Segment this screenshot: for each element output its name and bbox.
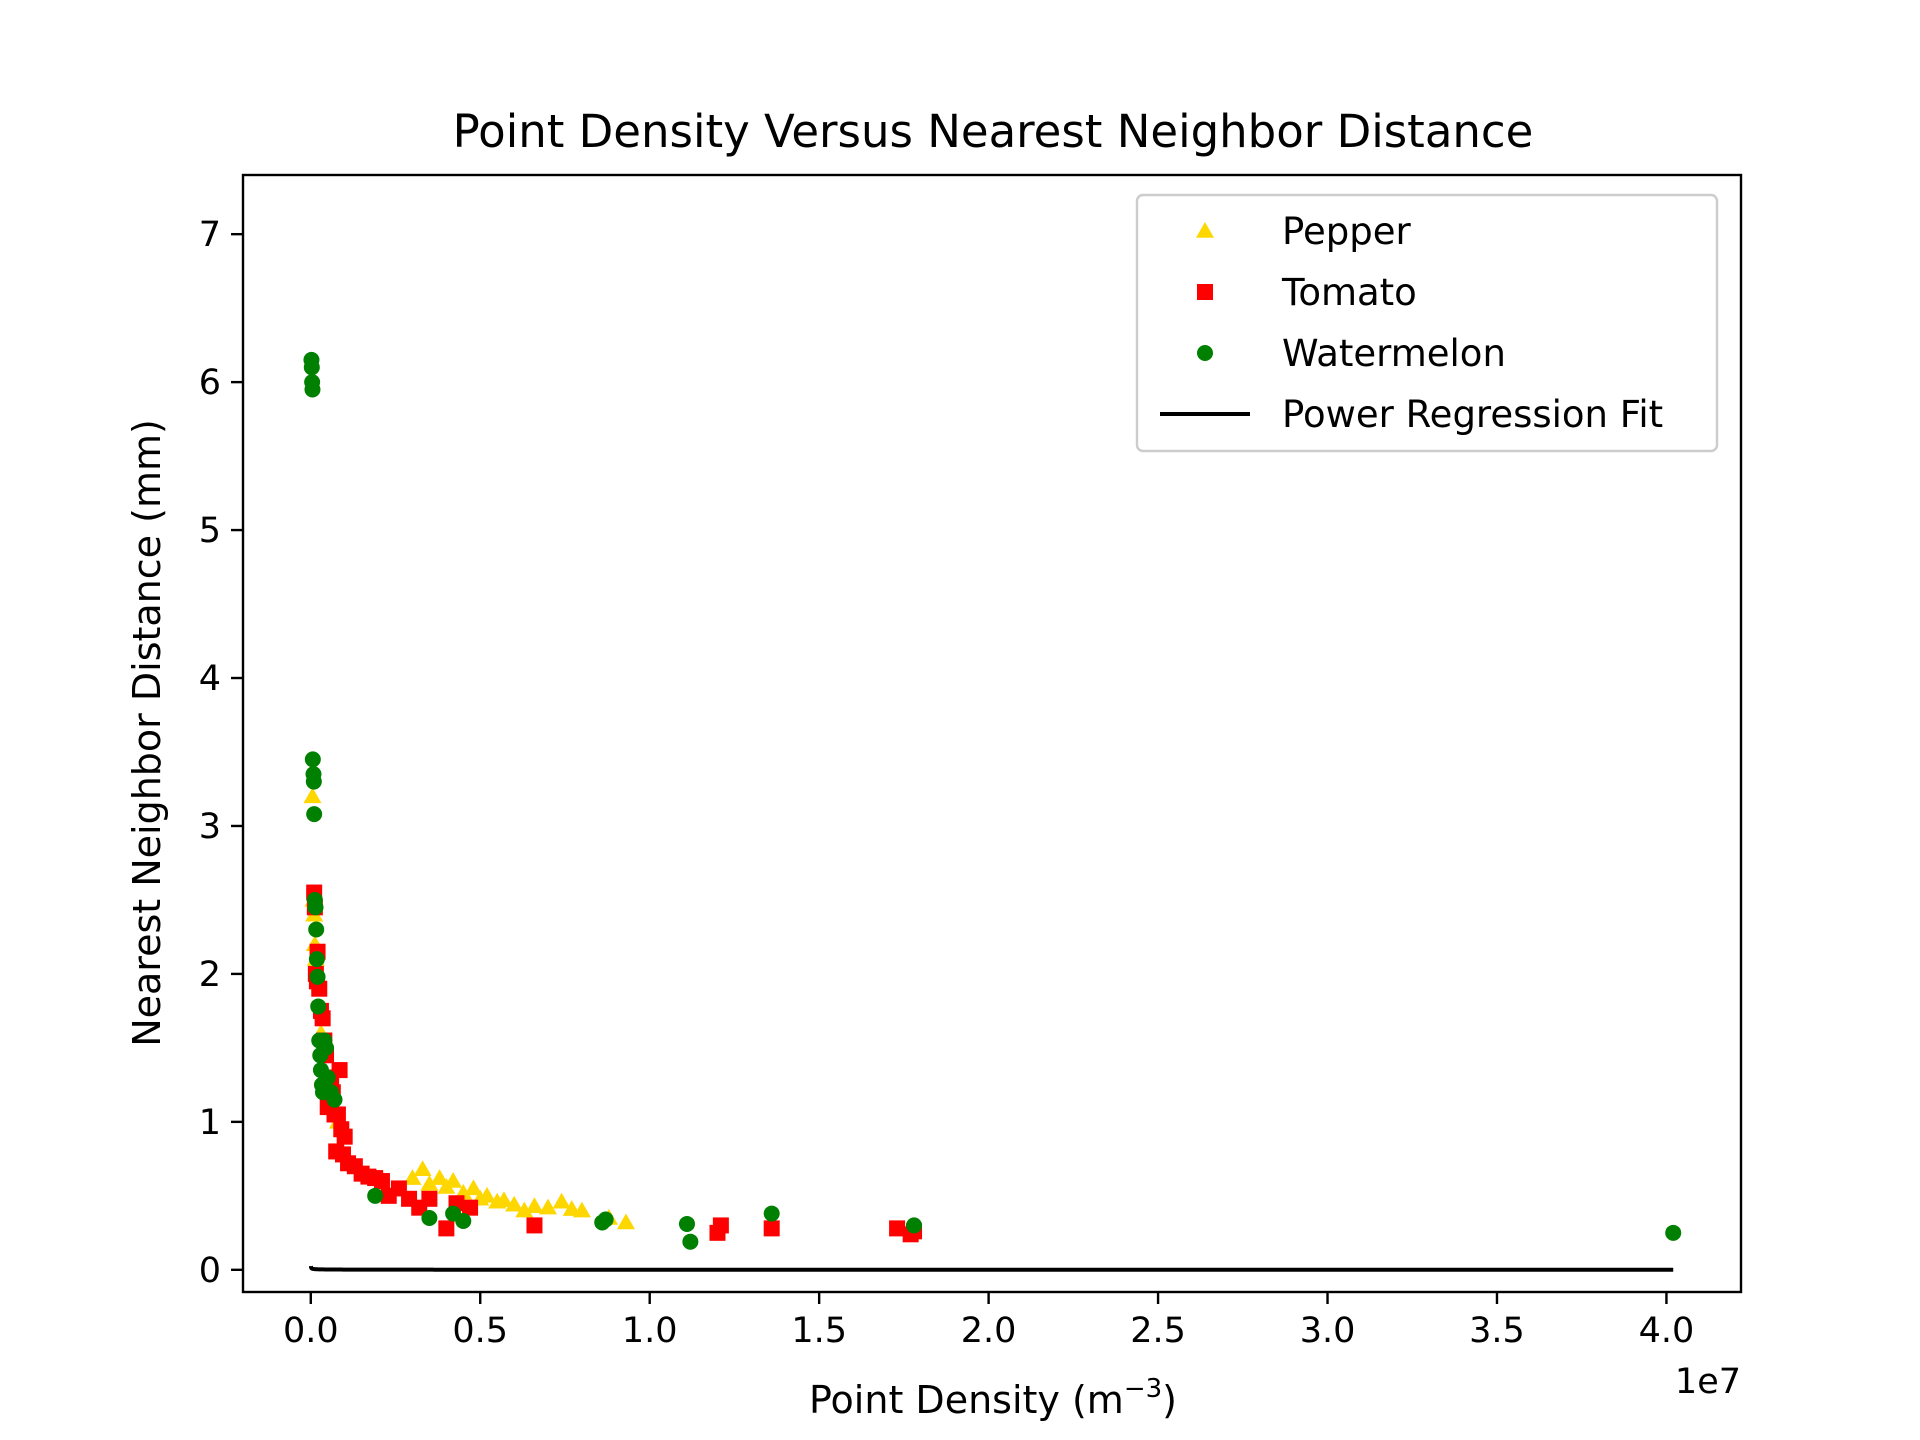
tomato-point	[373, 1173, 390, 1190]
watermelon-point	[682, 1233, 699, 1250]
watermelon-point	[1665, 1224, 1682, 1241]
y-tick-label: 5	[199, 511, 221, 551]
watermelon-point	[305, 773, 322, 790]
pepper-point	[413, 1160, 432, 1176]
pepper-point	[515, 1201, 534, 1218]
watermelon-point	[906, 1217, 923, 1234]
pepper-point	[303, 787, 322, 804]
pepper-point	[616, 1213, 635, 1230]
legend-items: Pepper Tomato Watermelon Power Regression F…	[1160, 210, 1663, 436]
tomato-point	[329, 1106, 346, 1123]
x-tick-label: 0.5	[452, 1311, 508, 1351]
y-axis: 0 1 2 3 4 5 6 7	[199, 215, 243, 1291]
pepper-point	[478, 1186, 497, 1203]
pepper-point	[430, 1169, 449, 1185]
y-tick-label: 3	[199, 807, 221, 847]
watermelon-point	[303, 359, 320, 376]
legend-swatch-watermelon	[1197, 345, 1213, 361]
legend-swatch-pepper	[1196, 222, 1214, 238]
tomato-point	[438, 1220, 455, 1237]
tomato-point	[421, 1190, 438, 1207]
x-axis-label-main: Point Density (m	[809, 1378, 1124, 1422]
x-axis: 0.0 0.5 1.0 1.5 2.0 2.5 3.0 3.5 4.0	[283, 1292, 1694, 1351]
y-tick-label: 2	[199, 955, 221, 995]
tomato-point	[311, 980, 328, 997]
watermelon-point	[310, 998, 327, 1015]
watermelon-point	[304, 381, 321, 398]
legend: Pepper Tomato Watermelon Power Regression F…	[1135, 193, 1719, 453]
watermelon-point	[678, 1215, 695, 1232]
pepper-point	[494, 1191, 513, 1208]
watermelon-point	[319, 1069, 336, 1086]
data-marks	[303, 351, 1682, 1272]
pepper-point	[420, 1174, 439, 1191]
y-tick-label: 6	[199, 363, 221, 403]
watermelon-point	[307, 899, 324, 916]
legend-swatch-tomato	[1197, 284, 1213, 300]
watermelon-point	[763, 1205, 780, 1222]
watermelon-point	[318, 1039, 335, 1056]
x-tick-label: 2.0	[961, 1311, 1017, 1351]
x-tick-label: 4.0	[1639, 1311, 1695, 1351]
y-tick-label: 4	[199, 659, 221, 699]
legend-box	[1135, 193, 1719, 453]
pepper-point	[403, 1169, 422, 1185]
y-tick-label: 1	[199, 1103, 221, 1143]
watermelon-point	[306, 806, 323, 823]
chart-title: Point Density Versus Nearest Neighbor Di…	[453, 105, 1534, 158]
x-tick-label: 1.0	[622, 1311, 678, 1351]
watermelon-point	[309, 968, 326, 985]
legend-label: Watermelon	[1282, 332, 1506, 375]
y-tick-label: 0	[199, 1251, 221, 1291]
series-watermelon	[303, 351, 1682, 1250]
tomato-point	[763, 1220, 780, 1237]
x-tick-label: 1.5	[791, 1311, 847, 1351]
watermelon-point	[304, 751, 321, 768]
power-regression-fit-line	[308, 1265, 1674, 1272]
watermelon-point	[597, 1211, 614, 1228]
tomato-point	[331, 1062, 348, 1079]
legend-label: Tomato	[1281, 271, 1417, 314]
legend-label: Power Regression Fit	[1282, 393, 1663, 436]
tomato-point	[336, 1128, 353, 1145]
y-tick-label: 7	[199, 215, 221, 255]
x-axis-label-end: )	[1162, 1378, 1177, 1422]
pepper-point	[552, 1192, 571, 1209]
pepper-point	[444, 1172, 463, 1188]
watermelon-point	[326, 1091, 343, 1108]
tomato-point	[526, 1217, 543, 1234]
axes-frame	[241, 173, 1743, 1294]
watermelon-point	[308, 921, 325, 938]
x-axis-label: Point Density (m−3)	[809, 1374, 1177, 1422]
legend-label: Pepper	[1282, 210, 1411, 253]
tomato-point	[889, 1220, 906, 1237]
x-tick-label: 2.5	[1130, 1311, 1186, 1351]
x-axis-offset-text: 1e7	[1675, 1362, 1741, 1402]
pepper-point	[572, 1201, 591, 1218]
plot-area	[241, 173, 1743, 1294]
tomato-point	[462, 1199, 479, 1216]
pepper-point	[525, 1197, 544, 1213]
pepper-point	[505, 1195, 524, 1212]
watermelon-point	[367, 1187, 384, 1204]
pepper-point	[539, 1198, 558, 1215]
y-axis-label: Nearest Neighbor Distance (mm)	[125, 419, 169, 1047]
x-tick-label: 0.0	[283, 1311, 339, 1351]
watermelon-point	[421, 1210, 438, 1227]
tomato-point	[712, 1217, 729, 1234]
x-tick-label: 3.0	[1300, 1311, 1356, 1351]
x-tick-label: 3.5	[1469, 1311, 1525, 1351]
x-axis-label-exponent: −3	[1124, 1374, 1162, 1404]
watermelon-point	[455, 1212, 472, 1229]
watermelon-point	[308, 951, 325, 968]
pepper-point	[464, 1179, 483, 1196]
